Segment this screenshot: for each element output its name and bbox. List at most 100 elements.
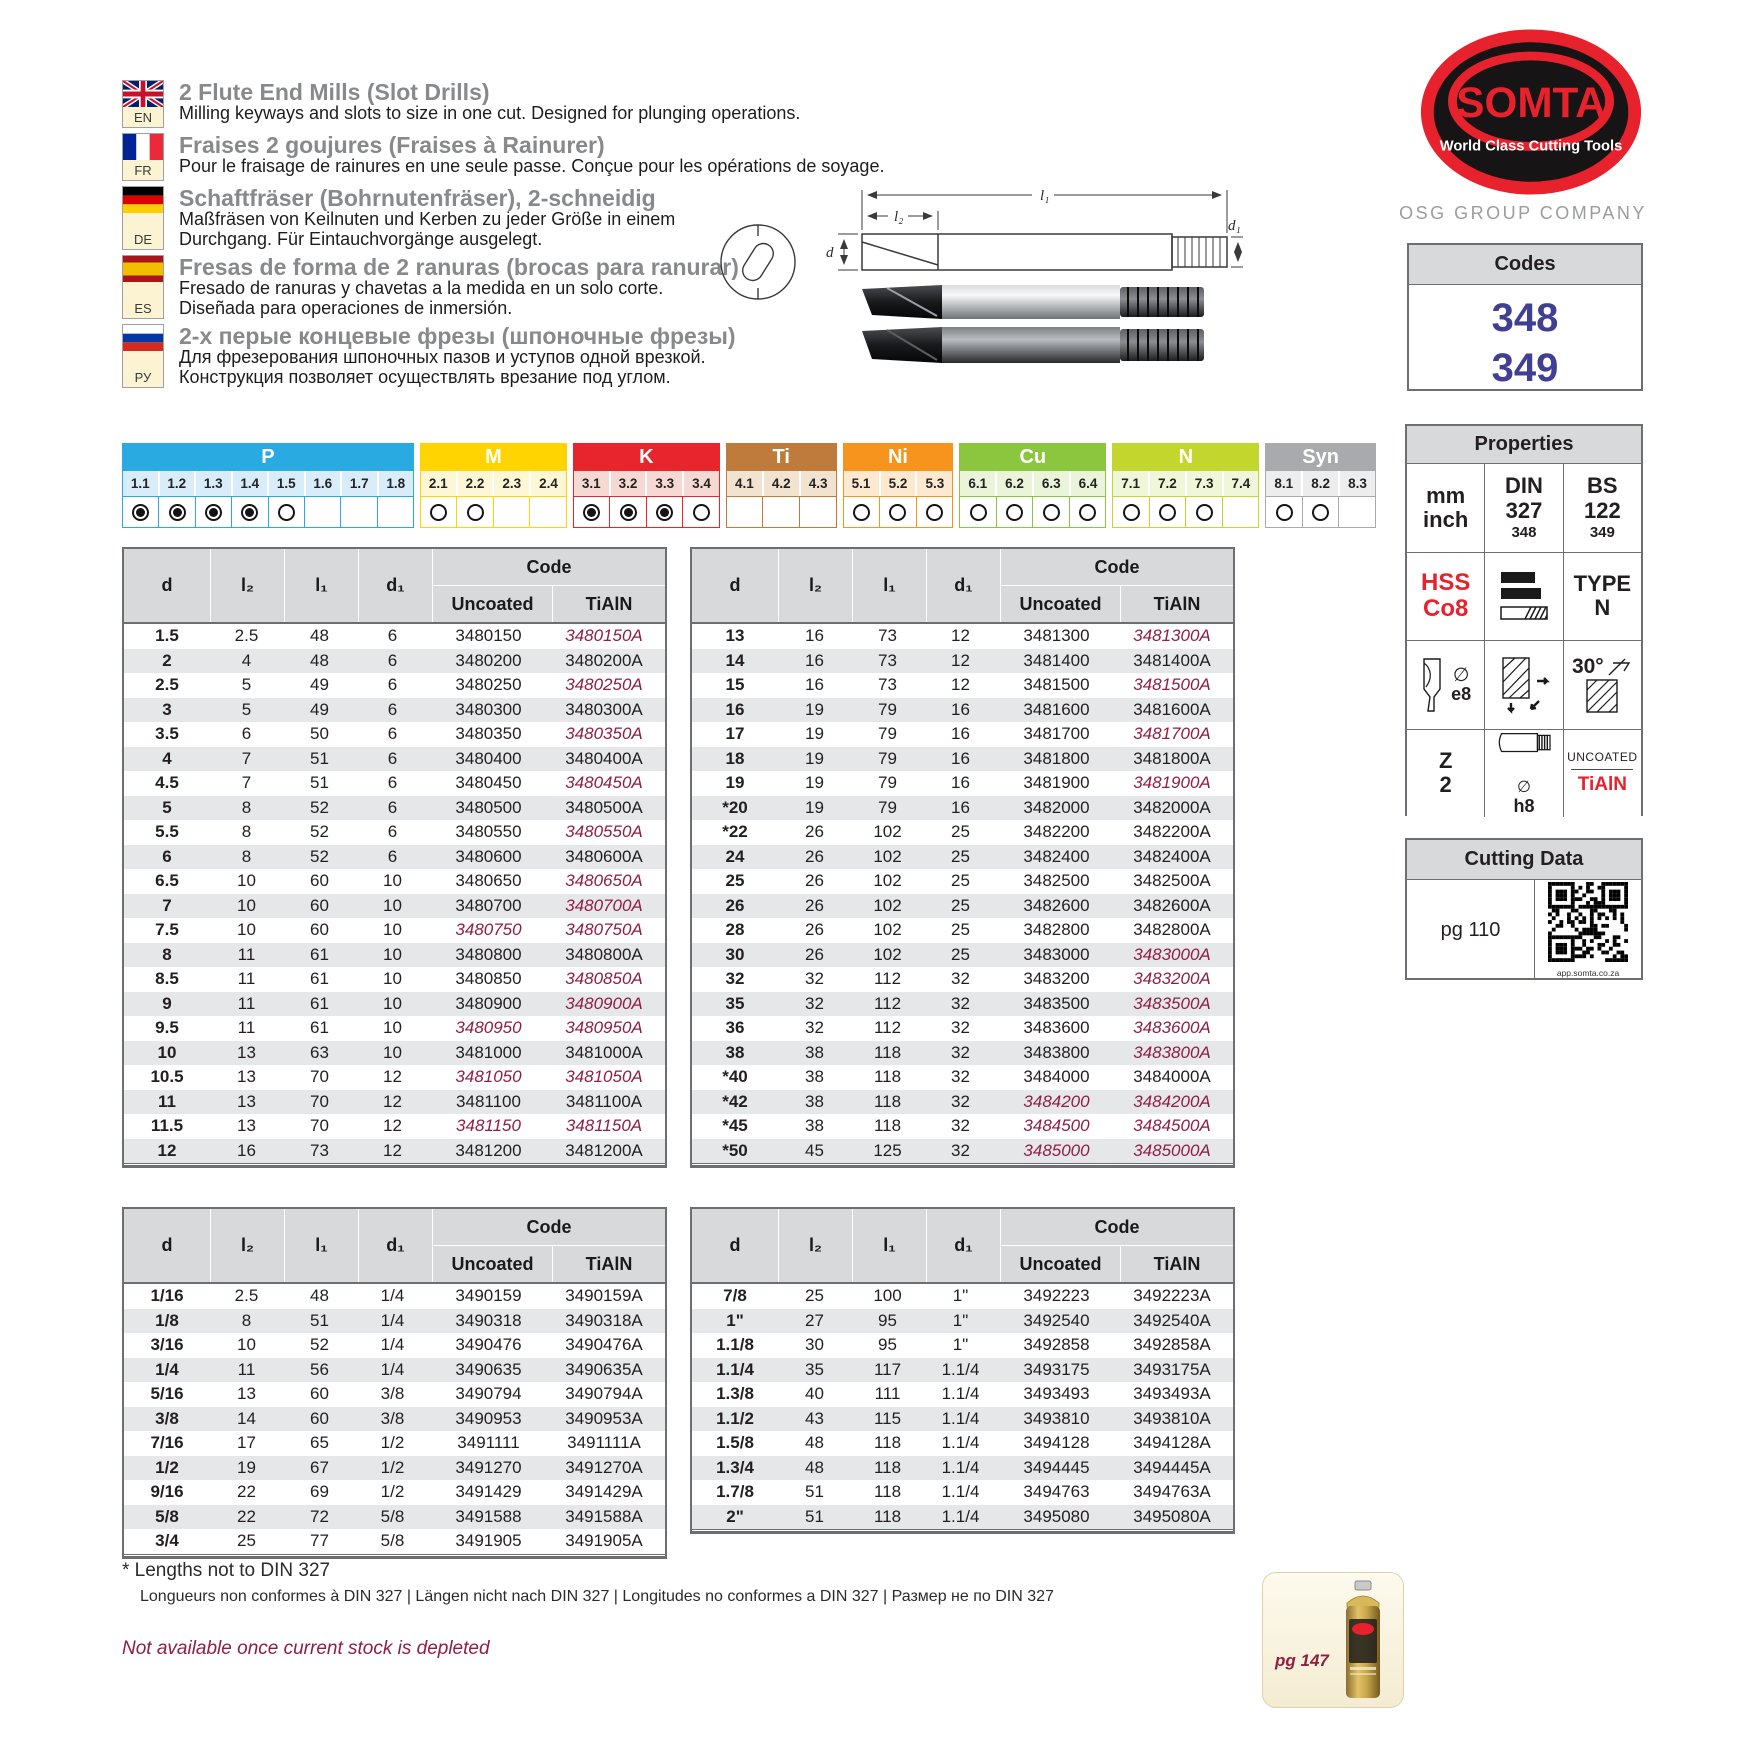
svg-text:l₁: l₁ (1040, 188, 1049, 204)
cell-l2: 43 (805, 1408, 824, 1428)
table-row: 35 32 112 32 3483500 3483500A (692, 991, 1233, 1016)
table-row: 1.1/2 43 115 1.1/4 3493810 3493810A (692, 1406, 1233, 1431)
material-mark-7.3 (1186, 496, 1223, 527)
radio-filled-icon (132, 503, 150, 521)
cell-code-uncoated: 3480150 (455, 626, 522, 646)
material-subgroup-6.3: 6.3 (1033, 471, 1071, 496)
cell-code-tialn: 3490476A (565, 1335, 643, 1355)
cell-diameter: 36 (725, 1018, 745, 1038)
cell-l2: 6 (241, 724, 252, 744)
cell-code-tialn: 3483200A (1133, 969, 1211, 989)
cell-l2: 10 (237, 1335, 256, 1355)
cell-d1: 25 (951, 871, 970, 891)
material-subgroup-6.2: 6.2 (997, 471, 1034, 496)
cell-l2: 10 (237, 871, 256, 891)
cell-code-uncoated: 3494445 (1023, 1457, 1090, 1477)
table-row: 6 8 52 6 3480600 3480600A (124, 844, 665, 869)
cell-diameter: 8 (162, 944, 172, 964)
cell-l1: 52 (310, 1335, 329, 1355)
cell-code-uncoated: 3482000 (1023, 797, 1090, 817)
cell-code-tialn: 3480450A (565, 773, 643, 793)
cell-d1: 12 (951, 675, 970, 695)
cell-d1: 32 (951, 1091, 970, 1111)
cell-diameter: 1.1/4 (716, 1359, 754, 1379)
cell-diameter: 3/8 (155, 1408, 179, 1428)
cell-l1: 51 (310, 773, 329, 793)
cell-l1: 70 (310, 1091, 329, 1111)
table-row: 18 19 79 16 3481800 3481800A (692, 746, 1233, 771)
cell-l1: 61 (310, 1018, 329, 1038)
material-subgroup-7.3: 7.3 (1186, 471, 1224, 496)
cell-code-uncoated: 3480500 (455, 797, 522, 817)
cell-code-tialn: 3482500A (1133, 871, 1211, 891)
cell-code-tialn: 3480200A (565, 650, 643, 670)
cell-diameter: 7 (162, 895, 172, 915)
table-row: 3 5 49 6 3480300 3480300A (124, 697, 665, 722)
cell-l1: 49 (310, 675, 329, 695)
cell-l2: 16 (805, 675, 824, 695)
property-material: HSS Co8 (1407, 552, 1485, 640)
product-description: Для фрезерования шпоночных пазов и уступ… (179, 347, 706, 388)
material-group-P: P 1.1 1.2 1.3 1.4 1.5 1.6 1.7 1.8 (122, 443, 414, 528)
material-group-M: M 2.1 2.2 2.3 2.4 (419, 443, 567, 528)
cell-l1: 100 (873, 1286, 902, 1306)
cell-d1: 32 (951, 993, 970, 1013)
column-header: d (124, 1209, 210, 1282)
cell-d1: 1/2 (380, 1482, 405, 1502)
cell-l1: 79 (878, 699, 897, 719)
cell-d1: 25 (951, 944, 970, 964)
cell-l1: 79 (878, 797, 897, 817)
material-subgroup-7.2: 7.2 (1150, 471, 1187, 496)
cell-code-tialn: 3490794A (565, 1384, 643, 1404)
cell-code-tialn: 3494445A (1133, 1457, 1211, 1477)
cell-code-tialn: 3480750A (565, 920, 643, 940)
material-group-label: Cu (960, 444, 1106, 471)
cell-code-uncoated: 3480600 (455, 846, 522, 866)
cell-code-tialn: 3481100A (565, 1091, 643, 1111)
cell-l1: 102 (873, 895, 902, 915)
material-group-Ni: Ni 5.1 5.2 5.3 (842, 443, 954, 528)
flag-ru-icon (123, 325, 163, 352)
code-value: 348 (1491, 296, 1559, 340)
cell-diameter: *45 (722, 1116, 748, 1136)
cell-l2: 26 (805, 920, 824, 940)
cell-code-tialn: 3480500A (565, 797, 643, 817)
cell-code-uncoated: 3480750 (455, 920, 522, 940)
material-subgroup-3.4: 3.4 (684, 471, 719, 496)
cell-code-tialn: 3480900A (565, 993, 643, 1013)
material-subgroup-5.2: 5.2 (880, 471, 918, 496)
cell-code-tialn: 3481150A (565, 1116, 643, 1136)
material-subgroup-numbers: 2.1 2.2 2.3 2.4 (420, 471, 566, 496)
cell-code-tialn: 3480300A (565, 699, 643, 719)
table-row: 5/16 13 60 3/8 3490794 3490794A (124, 1382, 665, 1407)
cell-l1: 48 (310, 1286, 329, 1306)
material-subgroup-marks (123, 496, 413, 527)
material-mark-3.2 (610, 496, 647, 527)
language-badge: DE (122, 186, 164, 251)
cell-code-uncoated: 3492858 (1023, 1335, 1090, 1355)
cell-d1: 1" (952, 1286, 969, 1306)
cell-l2: 2.5 (234, 626, 259, 646)
cell-d1: 6 (387, 748, 398, 768)
column-header: Uncoated (433, 1246, 552, 1282)
cell-diameter: 1.3/4 (716, 1457, 754, 1477)
table-row: 7/16 17 65 1/2 3491111 3491111A (124, 1431, 665, 1456)
cell-d1: 25 (951, 895, 970, 915)
cell-diameter: 17 (725, 724, 745, 744)
material-subgroup-1.2: 1.2 (159, 471, 196, 496)
cell-code-uncoated: 3484500 (1023, 1116, 1090, 1136)
table-row: 1.7/8 51 118 1.1/4 3494763 3494763A (692, 1480, 1233, 1505)
cell-code-uncoated: 3481000 (455, 1042, 522, 1062)
cell-l1: 65 (310, 1433, 329, 1453)
cell-d1: 1.1/4 (941, 1433, 980, 1453)
cell-l1: 111 (874, 1384, 901, 1404)
codes-panel: Codes 348 349 (1407, 243, 1643, 391)
cell-code-uncoated: 3480250 (455, 675, 522, 695)
cell-code-tialn: 3480250A (565, 675, 643, 695)
cell-code-tialn: 3480350A (565, 724, 643, 744)
cell-l1: 112 (873, 993, 902, 1013)
cell-l2: 26 (805, 944, 824, 964)
material-mark-8.2 (1302, 496, 1340, 527)
cell-l1: 70 (310, 1116, 329, 1136)
cell-l2: 26 (805, 822, 824, 842)
